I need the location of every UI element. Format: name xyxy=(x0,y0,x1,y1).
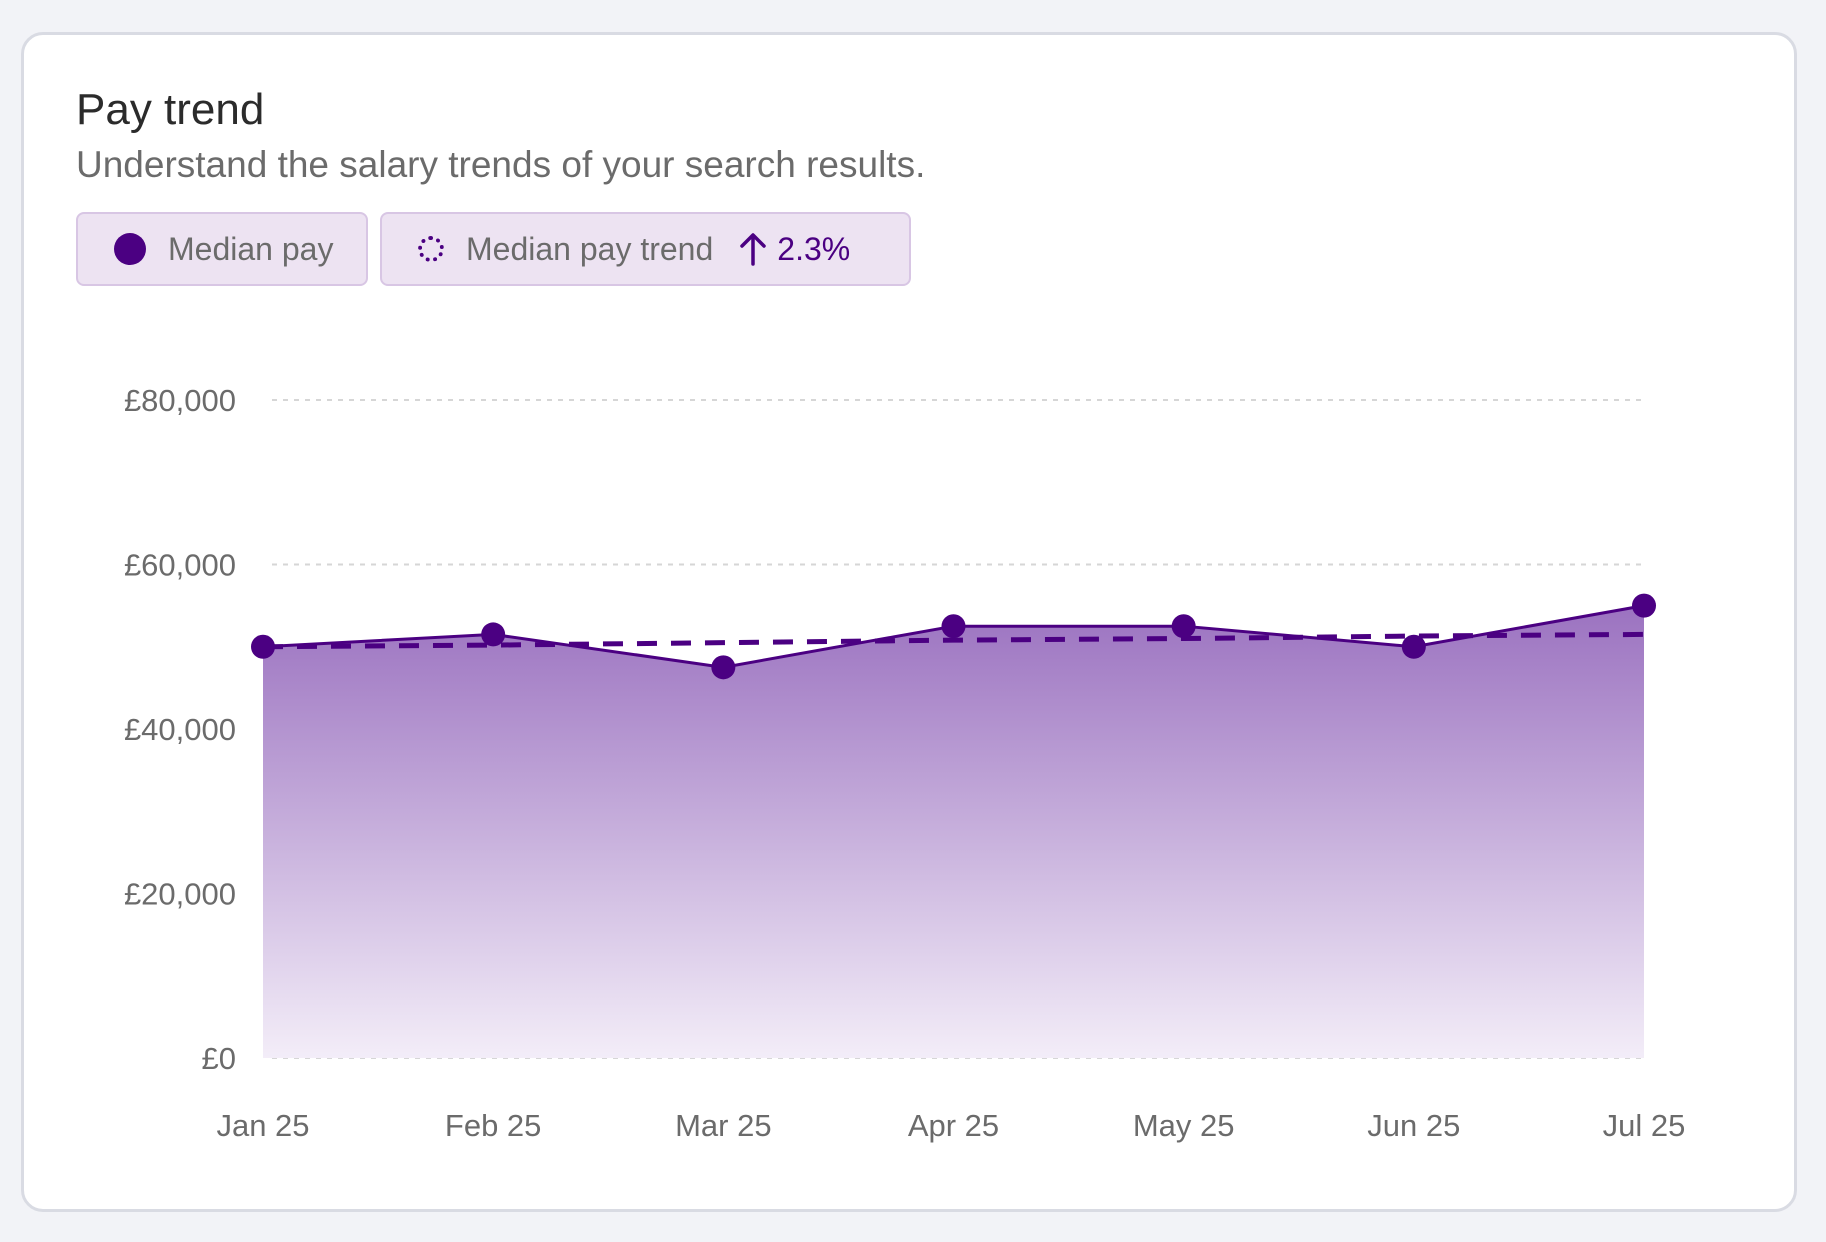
card-title: Pay trend xyxy=(76,85,265,134)
median-pay-point xyxy=(1632,593,1656,618)
card-subtitle: Understand the salary trends of your sea… xyxy=(76,144,926,185)
median-pay-markers xyxy=(251,593,1656,680)
y-tick-label: £60,000 xyxy=(124,548,236,583)
median-pay-point xyxy=(251,634,275,659)
legend-median-pay-label: Median pay xyxy=(168,230,334,267)
legend-median-pay-trend[interactable]: Median pay trend 2.3% xyxy=(380,212,911,286)
x-tick-label: May 25 xyxy=(1133,1108,1235,1143)
y-tick-label: £20,000 xyxy=(124,877,236,912)
median-pay-trend-line xyxy=(262,631,1645,650)
median-pay-area-fill xyxy=(263,605,1644,1058)
median-pay-area xyxy=(263,605,1644,1058)
x-tick-label: Apr 25 xyxy=(908,1108,999,1143)
x-tick-label: Jun 25 xyxy=(1367,1108,1460,1143)
median-pay-point xyxy=(481,622,506,647)
trend-change-value: 2.3% xyxy=(777,230,851,267)
x-tick-label: Jul 25 xyxy=(1603,1108,1686,1143)
x-tick-label: Mar 25 xyxy=(675,1108,771,1143)
x-axis-ticks: Jan 25 Feb 25 Mar 25 Apr 25 May 25 Jun 25 Jul … xyxy=(216,1108,1685,1143)
y-axis-ticks: £0 £20,000 £40,000 £60,000 £80,000 xyxy=(124,383,236,1076)
solid-dot-icon xyxy=(114,233,146,265)
dashed-dot-icon xyxy=(418,236,444,262)
y-tick-label: £40,000 xyxy=(124,712,236,747)
x-tick-label: Jan 25 xyxy=(216,1108,309,1143)
legend-median-pay[interactable]: Median pay xyxy=(76,212,368,286)
x-tick-label: Feb 25 xyxy=(445,1108,542,1143)
y-tick-label: £80,000 xyxy=(124,383,236,418)
y-tick-label: £0 xyxy=(202,1041,236,1076)
legend-trend-label: Median pay trend xyxy=(466,230,714,267)
median-pay-point xyxy=(1401,634,1426,659)
median-pay-point xyxy=(1171,614,1196,639)
median-pay-point xyxy=(941,614,966,639)
median-pay-point xyxy=(711,655,736,680)
arrow-up-icon xyxy=(739,232,767,266)
